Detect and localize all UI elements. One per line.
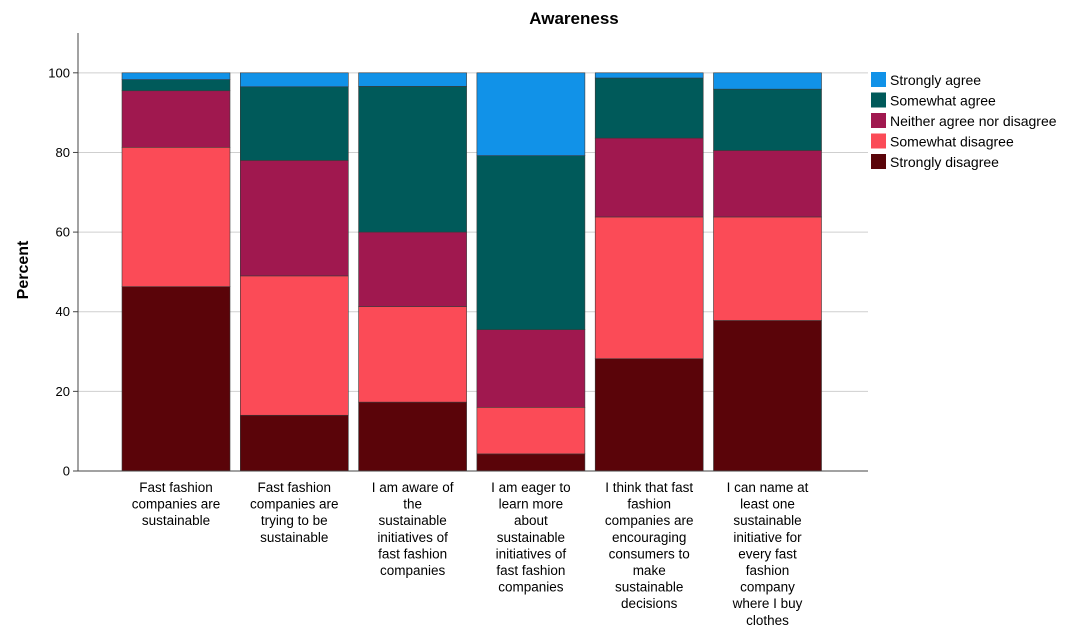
category-label: I am aware of the sustainable initiatives o… [372, 480, 454, 578]
bar-segment-somewhat-agree [240, 86, 349, 161]
category-label-line: companies [380, 563, 446, 578]
category-label-line: sustainable [260, 530, 328, 545]
y-axis-label: Percent [15, 240, 32, 299]
category-label-line: learn more [499, 497, 564, 512]
bar-segment-somewhat-disagree [476, 406, 586, 455]
category-label-line: make [633, 563, 666, 578]
legend-label: Neither agree nor disagree [890, 113, 1057, 129]
category-label-line: initiatives of [496, 546, 567, 561]
category-label-line: fashion [627, 497, 671, 512]
y-tick-label: 40 [56, 304, 70, 319]
category-label-line: least one [740, 497, 795, 512]
bars [121, 72, 822, 472]
category-label: I think that fast fashion companies are enc… [605, 480, 694, 611]
category-label-line: fashion [746, 563, 790, 578]
bar-segment-somewhat-agree [713, 88, 822, 151]
category-label: I am eager to learn more about sustainable i… [491, 480, 571, 595]
bar-segment-strongly-disagree [476, 453, 586, 472]
bar-segment-neither-agree-nor-disagree [594, 137, 704, 218]
bar-segment-somewhat-disagree [594, 216, 704, 360]
category-label-line: consumers to [609, 546, 690, 561]
bar-segment-neither-agree-nor-disagree [240, 160, 349, 277]
bar-segment-strongly-disagree [358, 401, 467, 472]
category-label-line: fast fashion [496, 563, 565, 578]
category-label-line: fast fashion [378, 546, 447, 561]
bar-segment-somewhat-agree [594, 77, 704, 139]
category-label-line: companies are [605, 513, 694, 528]
y-tick-label: 60 [56, 225, 70, 240]
legend-label: Somewhat agree [890, 93, 996, 109]
axes [77, 33, 868, 472]
category-label-line: I can name at [727, 480, 809, 495]
bar-segment-neither-agree-nor-disagree [121, 90, 231, 148]
bar-segment-strongly-agree [240, 72, 349, 88]
category-labels: Fast fashion companies are sustainableFast… [132, 480, 809, 628]
category-label-line: sustainable [142, 513, 210, 528]
category-label-line: the [403, 497, 422, 512]
legend-swatch [871, 154, 886, 169]
category-label: I can name at least one sustainable initiat… [727, 480, 809, 628]
y-tick-label: 80 [56, 145, 70, 160]
bar-segment-somewhat-disagree [121, 146, 231, 287]
bar-segment-strongly-agree [594, 72, 704, 79]
bar-segment-strongly-agree [121, 72, 231, 80]
bar-segment-somewhat-disagree [240, 275, 349, 416]
category-label-line: sustainable [615, 580, 683, 595]
bar-segment-neither-agree-nor-disagree [358, 231, 467, 307]
category-label-line: clothes [746, 613, 789, 628]
category-label-line: companies [498, 580, 564, 595]
bar-segment-strongly-disagree [594, 358, 704, 472]
bar-segment-strongly-disagree [713, 320, 822, 472]
legend-label: Somewhat disagree [890, 134, 1014, 150]
bar-segment-neither-agree-nor-disagree [713, 150, 822, 218]
category-label-line: about [514, 513, 548, 528]
bar-segment-strongly-disagree [121, 286, 231, 472]
category-label-line: Fast fashion [139, 480, 213, 495]
bar-segment-somewhat-agree [121, 79, 231, 92]
category-label-line: trying to be [261, 513, 328, 528]
category-label-line: companies are [250, 497, 339, 512]
legend-swatch [871, 72, 886, 87]
category-label-line: decisions [621, 596, 678, 611]
bar-segment-strongly-agree [713, 72, 822, 90]
category-label: Fast fashion companies are trying to be sus… [250, 480, 339, 545]
bar-segment-strongly-disagree [240, 414, 349, 472]
category-label-line: I am aware of [372, 480, 454, 495]
category-label-line: initiative for [733, 530, 802, 545]
y-tick-label: 100 [48, 65, 70, 80]
category-label-line: sustainable [497, 530, 565, 545]
bar-segment-somewhat-disagree [358, 306, 467, 403]
legend-swatch [871, 113, 886, 128]
category-label: Fast fashion companies are sustainable [132, 480, 221, 528]
category-label-line: every fast [738, 546, 797, 561]
bar-segment-neither-agree-nor-disagree [476, 329, 586, 408]
bar-segment-somewhat-agree [476, 155, 586, 330]
legend-swatch [871, 92, 886, 108]
category-label-line: sustainable [378, 513, 446, 528]
category-label-line: company [740, 580, 795, 595]
legend-swatch [871, 133, 886, 149]
bar-segment-somewhat-disagree [713, 216, 822, 321]
category-label-line: I think that fast [605, 480, 693, 495]
bar-segment-strongly-agree [358, 72, 467, 87]
category-label-line: initiatives of [377, 530, 448, 545]
category-label-line: companies are [132, 497, 221, 512]
y-tick-labels: 0 20 40 60 80 100 [48, 65, 78, 479]
legend: Strongly agree Somewhat agree Neither agre… [871, 72, 1057, 170]
legend-label: Strongly agree [890, 72, 981, 88]
category-label-line: Fast fashion [258, 480, 332, 495]
category-label-line: encouraging [612, 530, 686, 545]
bar-segment-strongly-agree [476, 72, 586, 156]
bar-segment-somewhat-agree [358, 86, 467, 233]
legend-label: Strongly disagree [890, 154, 999, 170]
chart-title: Awareness [529, 9, 618, 28]
y-tick-label: 20 [56, 384, 70, 399]
category-label-line: sustainable [733, 513, 801, 528]
category-label-line: where I buy [732, 596, 803, 611]
category-label-line: I am eager to [491, 480, 571, 495]
y-tick-label: 0 [63, 464, 70, 479]
